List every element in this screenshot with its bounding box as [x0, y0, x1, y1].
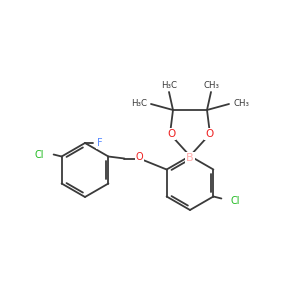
Text: O: O [167, 129, 175, 139]
Text: CH₃: CH₃ [203, 82, 219, 91]
Text: F: F [97, 138, 103, 148]
Text: B: B [186, 153, 194, 163]
Text: H₃C: H₃C [161, 82, 177, 91]
Text: H₃C: H₃C [131, 100, 147, 109]
Text: O: O [136, 152, 143, 163]
Text: Cl: Cl [35, 149, 44, 160]
Text: CH₃: CH₃ [233, 100, 249, 109]
Text: O: O [205, 129, 213, 139]
Text: Cl: Cl [231, 196, 240, 206]
